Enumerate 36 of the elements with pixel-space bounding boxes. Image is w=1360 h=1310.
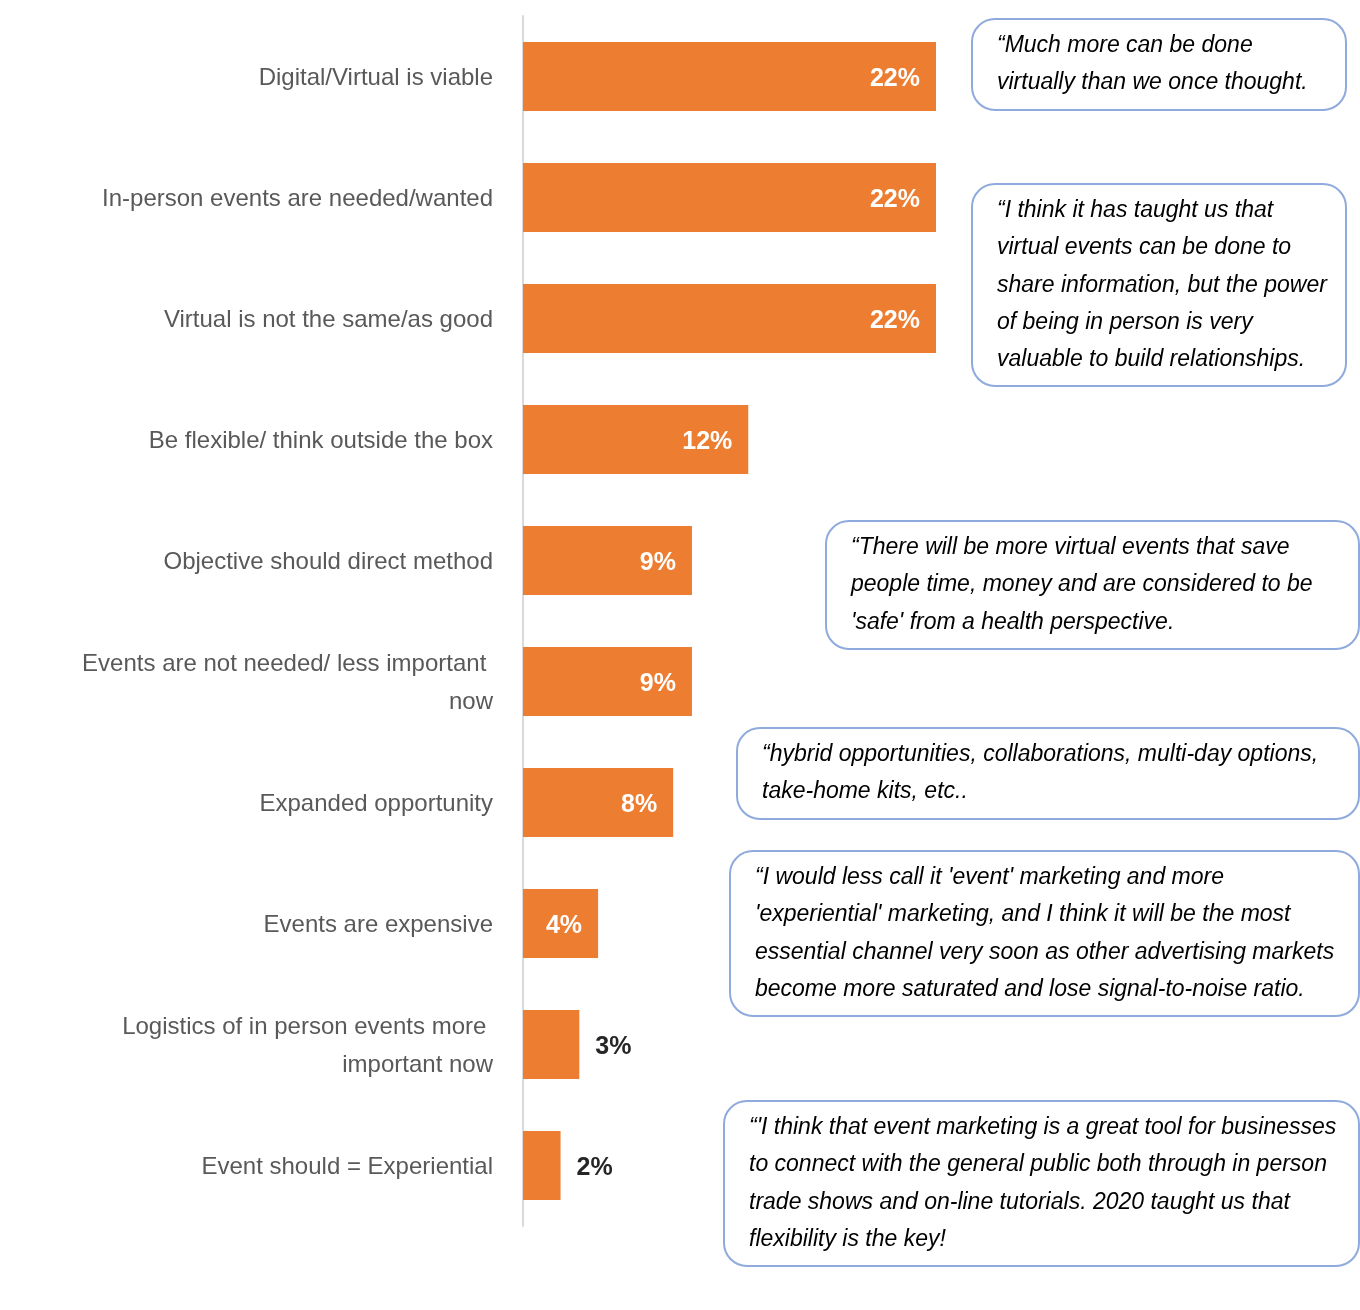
y-tick-label: Digital/Virtual is viable (258, 63, 493, 90)
y-tick-label: Events are expensive (263, 910, 493, 937)
bar (523, 647, 692, 716)
bar (523, 405, 749, 474)
y-tick-label: Logistics of in person events more important now (122, 1012, 494, 1077)
bar (523, 284, 936, 353)
bar (523, 1010, 580, 1079)
data-label: 9% (639, 546, 676, 575)
y-tick-label: Objective should direct method (163, 547, 493, 574)
y-tick-label: Virtual is not the same/as good (163, 305, 493, 332)
data-label: 8% (621, 788, 658, 817)
y-tick-label: Expanded opportunity (259, 789, 493, 816)
y-tick-label: In-person events are needed/wanted (102, 184, 493, 211)
y-tick-label: Be flexible/ think outside the box (148, 426, 493, 453)
bar (523, 42, 936, 111)
annotation: “hybrid opportunities, collaborations, multi-day options, take-home kits, etc.. (736, 727, 1360, 820)
y-tick-label: Event should = Experiential (201, 1152, 493, 1179)
bar (523, 163, 936, 232)
bar (523, 1131, 561, 1200)
text: “Much more can be done virtually than we once thought. (971, 18, 1347, 111)
text: “I think it has taught us that virtual events can be done to share information, but the power of being in person is very valuable to build relationships. (971, 183, 1347, 388)
data-label: 22% (869, 62, 920, 91)
annotation: “There will be more virtual events that save people time, money and are considered to be 'safe' from a health perspective. (825, 520, 1360, 650)
data-label: 22% (869, 304, 920, 333)
data-label: 4% (545, 909, 583, 938)
data-label: 2% (576, 1151, 613, 1180)
bar (523, 526, 692, 595)
y-tick-label: Events are not needed/ less important now (82, 649, 494, 714)
bar (523, 889, 599, 958)
data-label: 22% (869, 183, 920, 212)
bar (523, 768, 674, 837)
annotation: “I would less call it 'event' marketing and more 'experiential' marketing, and I think it will be the most essential channel very soon as other advertising markets become more saturated and lose signal-to-noise ratio. (729, 850, 1360, 1017)
data-label: 12% (682, 425, 733, 454)
annotation: “'I think that event marketing is a great tool for businesses to connect with the general public both through in person trade shows and on-line tutorials. 2020 taught us that flexibility is the key! (723, 1100, 1360, 1267)
data-label: 3% (595, 1030, 632, 1059)
data-label: 9% (639, 667, 676, 696)
